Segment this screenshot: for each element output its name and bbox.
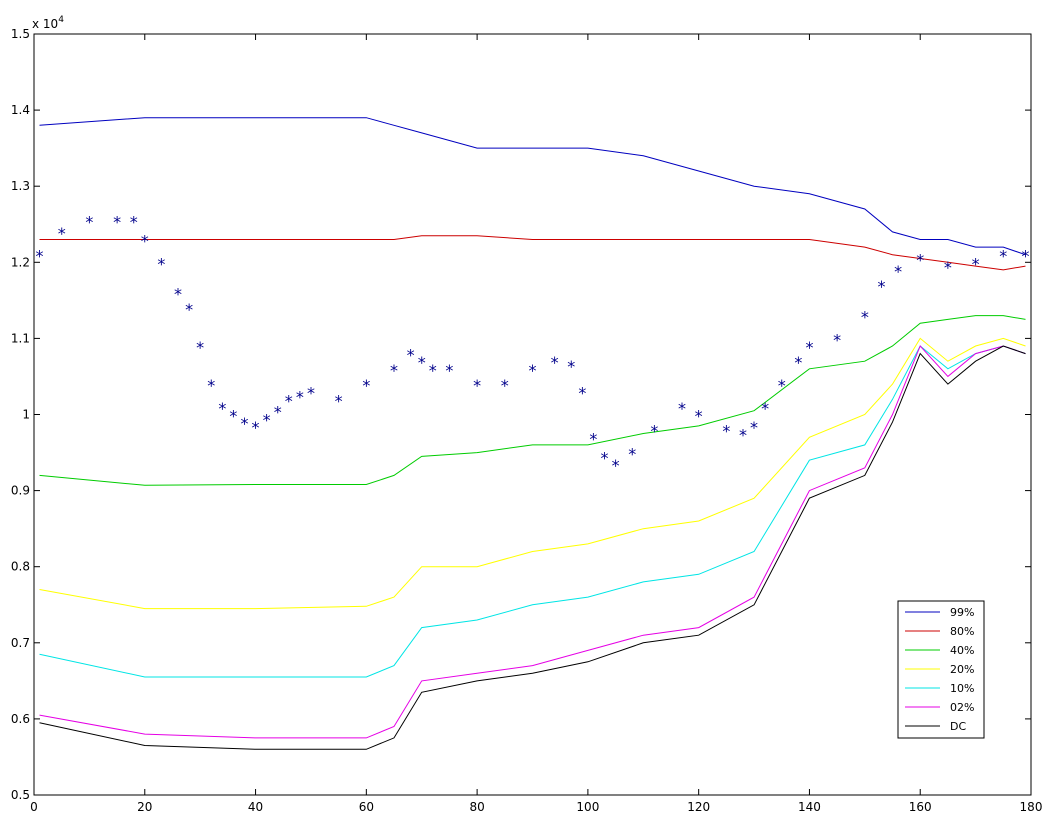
marker-point: * <box>695 407 703 426</box>
x-tick-label: 100 <box>576 800 599 814</box>
marker-point: * <box>418 353 426 372</box>
legend: 99% 80% 40% 20% 10% 02% DC <box>897 600 985 739</box>
marker-point: * <box>650 422 658 441</box>
marker-point: * <box>141 231 149 250</box>
legend-label: 10% <box>950 682 974 695</box>
marker-point: * <box>877 277 885 296</box>
marker-point: * <box>307 384 315 403</box>
marker-point: * <box>429 361 437 380</box>
y-tick-label: 1 <box>22 408 30 422</box>
marker-point: * <box>628 445 636 464</box>
marker-point: * <box>274 403 282 422</box>
x-tick-label: 140 <box>798 800 821 814</box>
marker-point: * <box>174 285 182 304</box>
series-layer <box>39 117 1026 750</box>
marker-point: * <box>778 376 786 395</box>
marker-point: * <box>612 456 620 475</box>
y-tick-label: 0.5 <box>11 788 30 802</box>
series-line-20pct <box>39 337 1026 610</box>
marker-point: * <box>1021 247 1029 266</box>
series-line-02pct <box>39 345 1026 739</box>
axis-ticks: 0 20 40 60 80 100 120 140 160 180 0.5 0.6 0.7 0.8 0.9 1… <box>11 27 1042 814</box>
series-line-99pct <box>39 117 1026 256</box>
marker-point: * <box>833 330 841 349</box>
x-tick-label: 20 <box>137 800 152 814</box>
x-tick-label: 40 <box>248 800 263 814</box>
marker-point: * <box>551 353 559 372</box>
marker-series: *** * ******** * * * * ** * * **** * * ** ** * **** **** *… <box>36 212 1030 475</box>
marker-point: * <box>750 418 758 437</box>
marker-point: * <box>722 422 730 441</box>
y-axis-multiplier-exponent: 4 <box>58 15 64 25</box>
marker-point: * <box>58 224 66 243</box>
marker-point: * <box>130 212 138 231</box>
marker-point: * <box>578 384 586 403</box>
marker-point: * <box>567 357 575 376</box>
marker-point: * <box>529 361 537 380</box>
y-tick-label: 0.9 <box>11 484 30 498</box>
x-tick-label: 60 <box>359 800 374 814</box>
legend-label: 80% <box>950 625 974 638</box>
marker-point: * <box>285 391 293 410</box>
legend-label: DC <box>950 720 966 733</box>
x-tick-label: 0 <box>30 800 38 814</box>
y-tick-label: 1.3 <box>11 179 30 193</box>
marker-point: * <box>739 426 747 445</box>
y-tick-label: 0.6 <box>11 712 30 726</box>
x-tick-label: 180 <box>1020 800 1042 814</box>
marker-point: * <box>113 212 121 231</box>
marker-point: * <box>601 448 609 467</box>
marker-point: * <box>207 376 215 395</box>
marker-point: * <box>794 353 802 372</box>
marker-point: * <box>362 376 370 395</box>
y-tick-label: 1.2 <box>11 255 30 269</box>
marker-point: * <box>36 247 44 266</box>
marker-point: * <box>390 361 398 380</box>
marker-point: * <box>196 338 204 357</box>
legend-label: 20% <box>950 663 974 676</box>
y-axis-multiplier-base: x 10 <box>32 17 58 31</box>
marker-point: * <box>445 361 453 380</box>
marker-point: * <box>240 414 248 433</box>
legend-label: 99% <box>950 606 974 619</box>
marker-point: * <box>761 399 769 418</box>
marker-point: * <box>85 212 93 231</box>
marker-point: * <box>185 300 193 319</box>
y-tick-label: 1.5 <box>11 27 30 41</box>
y-tick-label: 0.7 <box>11 636 30 650</box>
series-line-dc <box>39 345 1026 750</box>
marker-point: * <box>229 407 237 426</box>
marker-point: * <box>972 254 980 273</box>
x-tick-label: 120 <box>687 800 710 814</box>
marker-point: * <box>501 376 509 395</box>
marker-point: * <box>916 250 924 269</box>
marker-point: * <box>861 308 869 327</box>
marker-point: * <box>252 418 260 437</box>
marker-point: * <box>589 429 597 448</box>
y-axis-multiplier: x 104 <box>32 15 64 31</box>
x-tick-label: 80 <box>469 800 484 814</box>
marker-point: * <box>296 387 304 406</box>
marker-point: * <box>157 254 165 273</box>
marker-point: * <box>263 410 271 429</box>
marker-point: * <box>218 399 226 418</box>
y-tick-label: 0.8 <box>11 560 30 574</box>
marker-point: * <box>894 262 902 281</box>
series-line-80pct <box>39 235 1026 271</box>
series-line-40pct <box>39 315 1026 486</box>
marker-point: * <box>678 399 686 418</box>
marker-point: * <box>335 391 343 410</box>
marker-point: * <box>407 346 415 365</box>
marker-point: * <box>944 258 952 277</box>
legend-label: 02% <box>950 701 974 714</box>
marker-point: * <box>805 338 813 357</box>
x-tick-label: 160 <box>909 800 932 814</box>
marker-point: * <box>999 247 1007 266</box>
legend-label: 40% <box>950 644 974 657</box>
y-tick-label: 1.4 <box>11 103 30 117</box>
series-line-10pct <box>39 345 1026 678</box>
marker-point: * <box>473 376 481 395</box>
y-tick-label: 1.1 <box>11 331 30 345</box>
